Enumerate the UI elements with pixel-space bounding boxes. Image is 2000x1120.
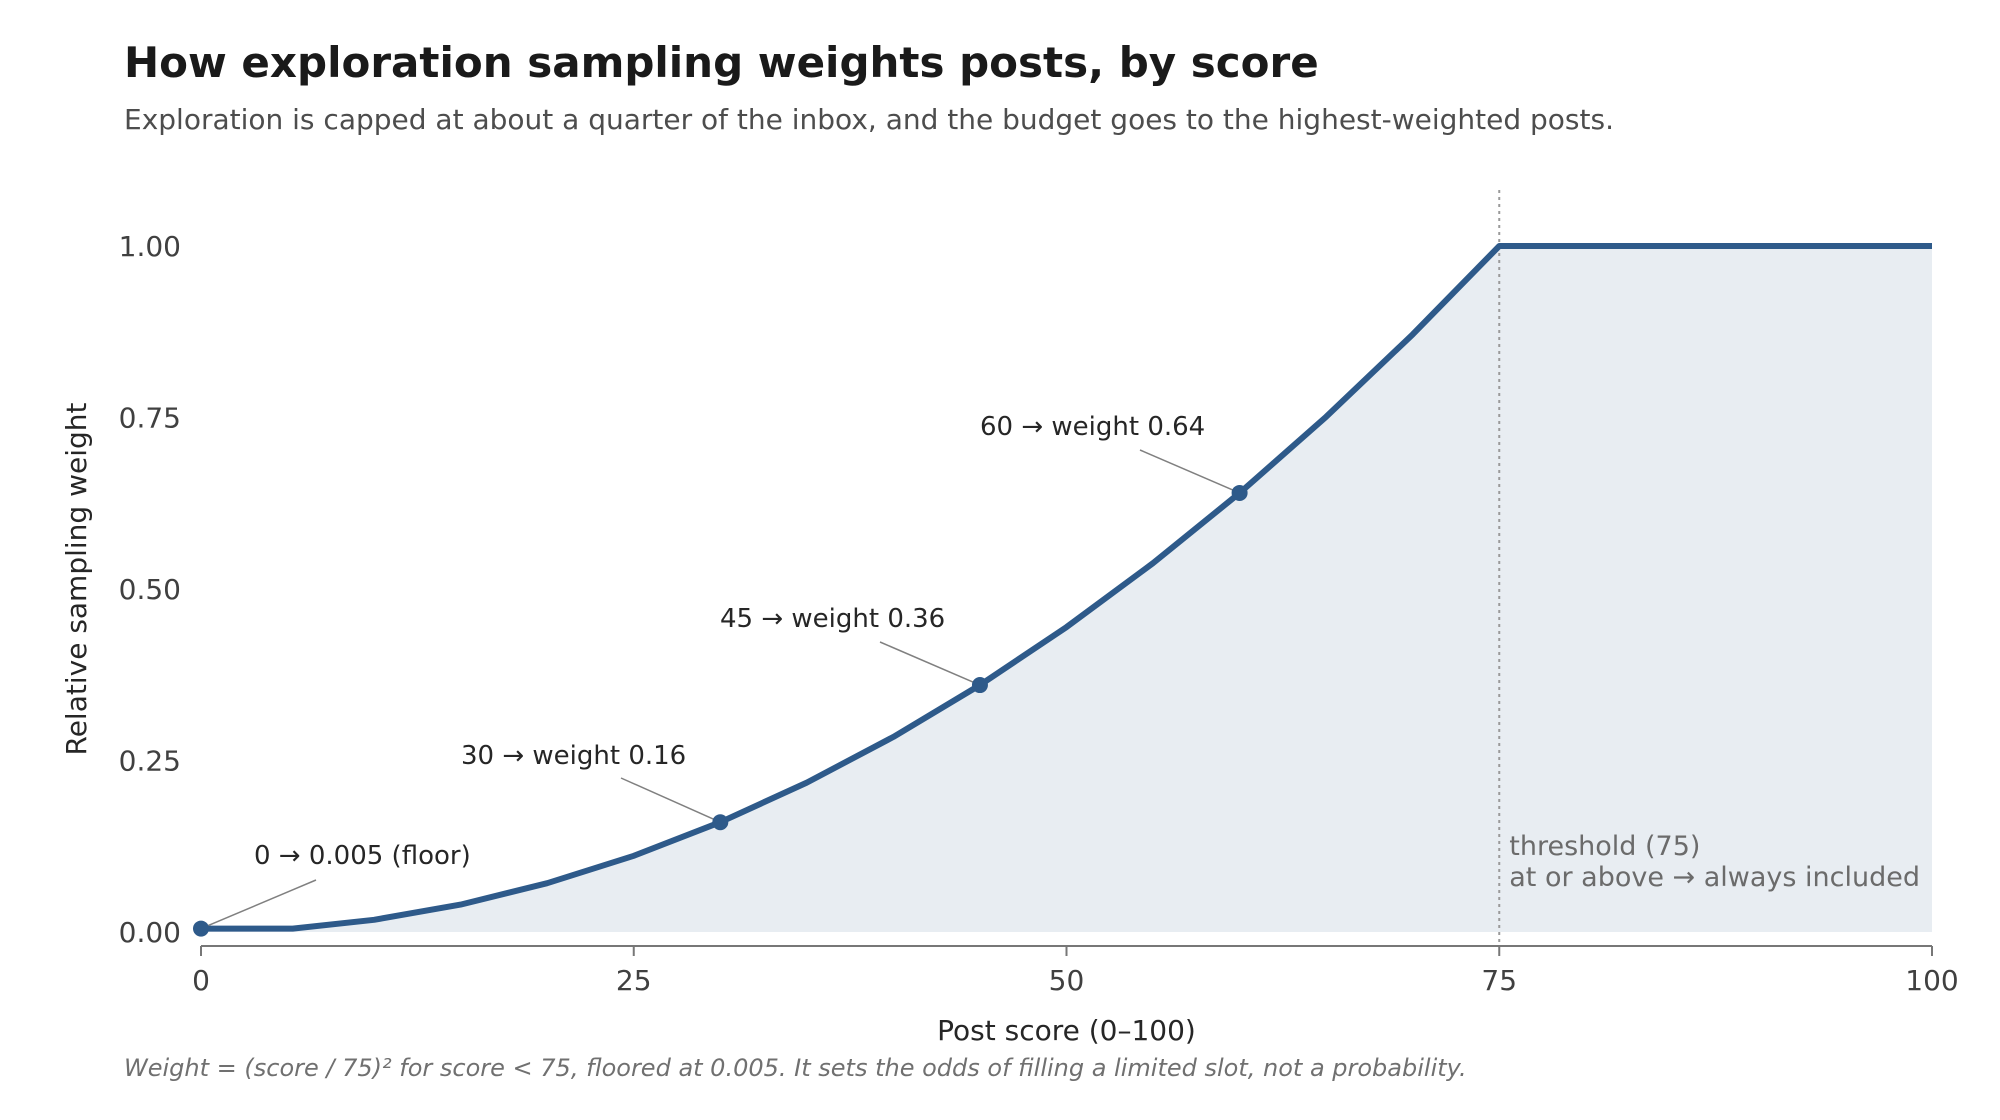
y-axis-title: Relative sampling weight [60,402,93,755]
chart-title: How exploration sampling weights posts, … [124,38,1319,87]
annotation-label: 0 → 0.005 (floor) [254,841,471,871]
y-axis-ticks: 0.00 0.25 0.50 0.75 1.00 [119,230,181,949]
annotation-label: 45 → weight 0.36 [720,604,945,634]
y-tick-label: 0.25 [119,745,181,778]
annotation-label: 30 → weight 0.16 [461,741,686,771]
footnote: Weight = (score / 75)² for score < 75, f… [124,1054,1467,1082]
annotation-label: 60 → weight 0.64 [980,412,1205,442]
x-tick-label: 50 [1049,964,1085,997]
annotation-leader [1139,449,1240,494]
x-axis-ticks: 0 25 50 75 100 [192,946,1959,997]
x-tick-label: 100 [1905,964,1958,997]
threshold-label-line2: at or above → always included [1509,862,1920,893]
annotations: 0 → 0.005 (floor) 30 → weight 0.16 45 → we… [193,412,1248,937]
x-tick-label: 0 [192,964,210,997]
annotation-leader [879,641,981,686]
threshold-label-line1: threshold (75) [1509,831,1700,862]
annotation-point [712,814,729,831]
x-tick-label: 25 [616,964,652,997]
x-tick-label: 75 [1481,964,1517,997]
annotation-point [1231,484,1248,501]
area-fill [201,246,1932,932]
y-tick-label: 0.50 [119,573,181,606]
chart-subtitle: Exploration is capped at about a quarter… [124,103,1614,136]
annotation-leader [200,879,317,930]
y-tick-label: 0.00 [119,916,181,949]
y-tick-label: 1.00 [119,230,181,263]
y-tick-label: 0.75 [119,402,181,435]
x-axis-title: Post score (0–100) [937,1014,1196,1047]
annotation-point [971,677,988,694]
annotation-leader [620,777,721,823]
annotation-point [193,920,209,937]
